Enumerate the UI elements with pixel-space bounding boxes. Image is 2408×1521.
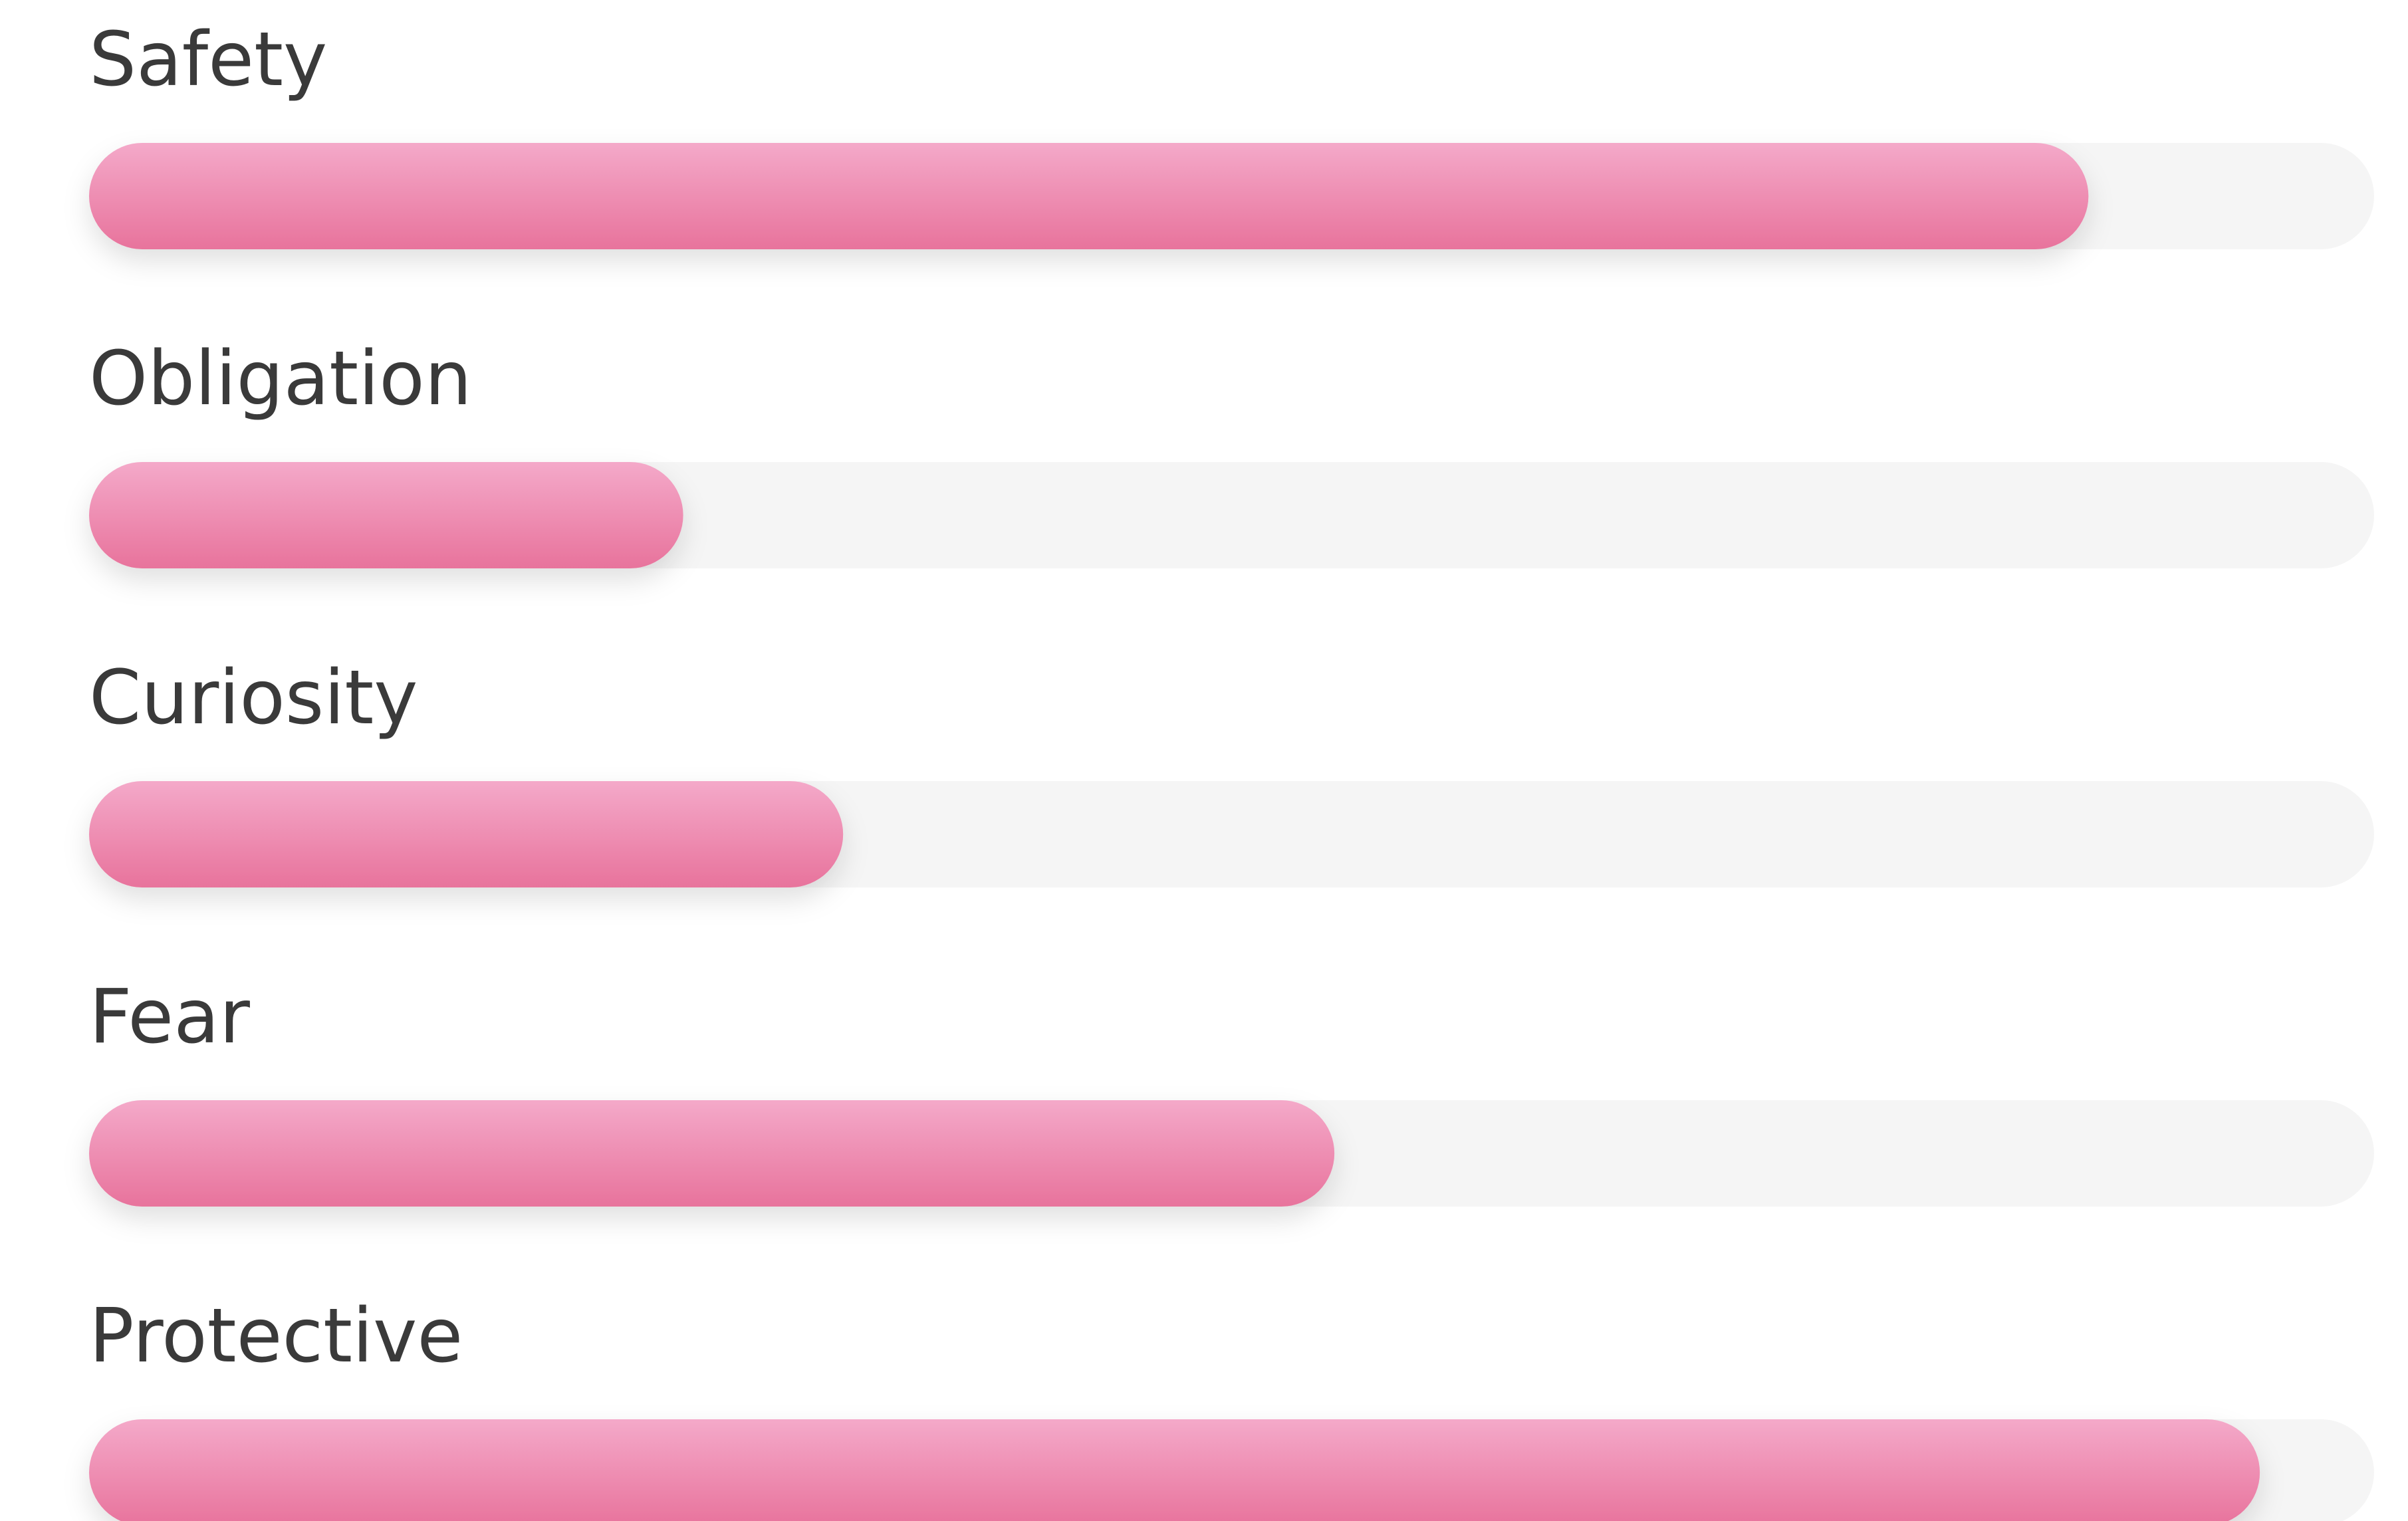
bar bbox=[89, 1100, 1335, 1207]
bar-label: Curiosity bbox=[89, 655, 418, 741]
bar-label: Fear bbox=[89, 974, 251, 1060]
bar bbox=[89, 462, 683, 568]
bar-label: Protective bbox=[89, 1293, 463, 1379]
bar bbox=[89, 143, 2089, 249]
bar bbox=[89, 1419, 2260, 1521]
bar bbox=[89, 781, 844, 887]
bar-label: Obligation bbox=[89, 336, 472, 422]
bar-label: Safety bbox=[89, 17, 327, 103]
